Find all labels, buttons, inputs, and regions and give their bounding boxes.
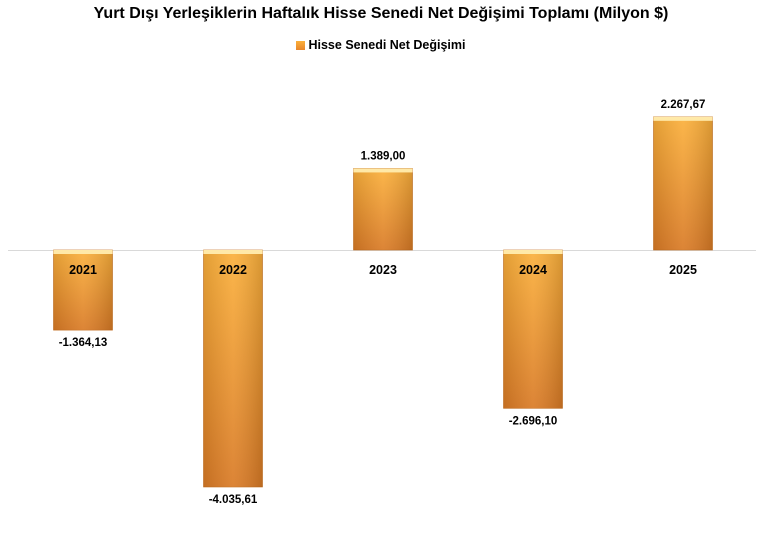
bar-2023 — [353, 168, 413, 251]
legend-label: Hisse Senedi Net Değişimi — [308, 38, 466, 52]
bar-shade — [353, 168, 413, 250]
category-label-2024: 2024 — [519, 263, 547, 277]
value-label-2022: -4.035,61 — [209, 494, 258, 506]
bar-cap — [353, 168, 413, 173]
chart-title: Yurt Dışı Yerleşiklerin Haftalık Hisse S… — [93, 5, 669, 22]
category-label-2025: 2025 — [669, 263, 697, 277]
bar-cap — [203, 250, 263, 254]
bar-2021 — [53, 249, 113, 331]
bar-2024 — [503, 249, 563, 409]
bar-shade — [653, 116, 713, 250]
category-label-2021: 2021 — [69, 263, 97, 277]
legend: Hisse Senedi Net Değişimi — [0, 38, 762, 52]
category-label-2022: 2022 — [219, 263, 247, 277]
bar-shade — [203, 250, 263, 487]
bar-2022 — [203, 249, 263, 488]
bar-2025 — [653, 116, 713, 251]
value-label-2025: 2.267,67 — [661, 99, 706, 111]
bar-cap — [653, 116, 713, 121]
value-label-2024: -2.696,10 — [509, 415, 558, 427]
bar-shade — [503, 250, 563, 409]
value-label-2023: 1.389,00 — [361, 150, 406, 162]
bar-cap — [53, 250, 113, 254]
value-label-2021: -1.364,13 — [59, 337, 108, 349]
category-label-2023: 2023 — [369, 263, 397, 277]
bar-shade — [53, 250, 113, 331]
legend-swatch — [296, 41, 306, 50]
bar-cap — [503, 250, 563, 254]
